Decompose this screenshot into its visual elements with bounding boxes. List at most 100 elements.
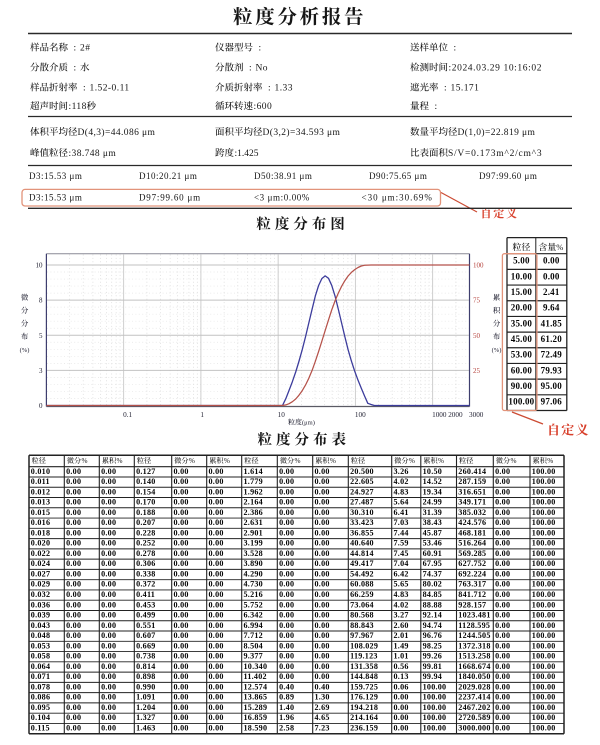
- svg-text:0.00: 0.00: [174, 631, 189, 640]
- svg-text:0.00: 0.00: [279, 590, 294, 599]
- svg-text:0.039: 0.039: [31, 611, 50, 620]
- svg-text:0.00: 0.00: [66, 652, 81, 661]
- svg-text:0.00: 0.00: [174, 713, 189, 722]
- svg-text:1.463: 1.463: [136, 724, 155, 733]
- svg-text:0.00: 0.00: [66, 600, 81, 609]
- svg-text:0.022: 0.022: [31, 549, 50, 558]
- svg-text:0.00: 0.00: [66, 631, 81, 640]
- svg-text:1023.481: 1023.481: [458, 611, 490, 620]
- svg-text:0.00: 0.00: [66, 641, 81, 650]
- svg-text:88.843: 88.843: [350, 621, 374, 630]
- svg-text:176.129: 176.129: [350, 693, 378, 702]
- svg-text:0.40: 0.40: [279, 682, 294, 691]
- svg-text:%: %: [224, 457, 230, 465]
- svg-text:0.00: 0.00: [66, 487, 81, 496]
- svg-text:2.58: 2.58: [279, 724, 294, 733]
- svg-text:6.342: 6.342: [244, 611, 263, 620]
- svg-text:0.00: 0.00: [66, 580, 81, 589]
- svg-text:14.52: 14.52: [423, 477, 442, 486]
- svg-text:<3 μm:0.00%: <3 μm:0.00%: [254, 192, 310, 202]
- svg-text:20.500: 20.500: [350, 467, 374, 476]
- svg-text:3.199: 3.199: [244, 539, 263, 548]
- svg-text:100.00: 100.00: [532, 528, 556, 537]
- svg-text:44.814: 44.814: [350, 549, 374, 558]
- svg-text:0.170: 0.170: [136, 498, 155, 507]
- svg-text:260.414: 260.414: [458, 467, 486, 476]
- svg-text:D97:99.60 μm: D97:99.60 μm: [139, 192, 201, 202]
- svg-text:0.00: 0.00: [209, 631, 224, 640]
- svg-text:0.252: 0.252: [136, 539, 155, 548]
- svg-text:2#: 2#: [80, 44, 90, 54]
- svg-text:0.00: 0.00: [209, 498, 224, 507]
- svg-text:108.029: 108.029: [350, 641, 378, 650]
- svg-text:0.00: 0.00: [174, 477, 189, 486]
- svg-text:D10:20.21 μm: D10:20.21 μm: [139, 171, 197, 181]
- svg-text:0.00: 0.00: [101, 539, 116, 548]
- svg-text:100.00: 100.00: [532, 508, 556, 517]
- svg-text:3000.000: 3000.000: [458, 724, 490, 733]
- svg-text:0.127: 0.127: [136, 467, 155, 476]
- svg-text:0.00: 0.00: [101, 528, 116, 537]
- svg-text:0.00: 0.00: [279, 477, 294, 486]
- svg-text:0.015: 0.015: [31, 508, 50, 517]
- svg-text:7.712: 7.712: [244, 631, 263, 640]
- svg-text:61.20: 61.20: [541, 334, 563, 344]
- svg-text:10: 10: [36, 262, 44, 270]
- svg-text:6.994: 6.994: [244, 621, 263, 630]
- svg-text:0.990: 0.990: [136, 682, 155, 691]
- svg-text:0.00: 0.00: [209, 652, 224, 661]
- svg-text:5.00: 5.00: [513, 256, 530, 266]
- svg-text:79.93: 79.93: [541, 365, 563, 375]
- svg-text:0.228: 0.228: [136, 528, 155, 537]
- svg-text:10: 10: [278, 411, 286, 419]
- svg-text:100.00: 100.00: [532, 477, 556, 486]
- svg-text:0.00: 0.00: [315, 467, 330, 476]
- svg-text:841.712: 841.712: [458, 590, 486, 599]
- svg-text:7.03: 7.03: [394, 518, 409, 527]
- svg-text:15.00: 15.00: [511, 287, 533, 297]
- svg-text:0.018: 0.018: [31, 528, 50, 537]
- svg-text:0.306: 0.306: [136, 559, 155, 568]
- svg-text:0.00: 0.00: [66, 570, 81, 579]
- svg-text:0.00: 0.00: [495, 467, 510, 476]
- svg-text:0.016: 0.016: [31, 518, 50, 527]
- svg-text:0.00: 0.00: [174, 467, 189, 476]
- svg-text:0.00: 0.00: [101, 570, 116, 579]
- svg-text:0.00: 0.00: [495, 498, 510, 507]
- svg-text:0.00: 0.00: [279, 641, 294, 650]
- svg-text:0.00: 0.00: [209, 662, 224, 671]
- svg-text:0.036: 0.036: [31, 600, 50, 609]
- svg-text:1513.258: 1513.258: [458, 652, 490, 661]
- svg-text:100: 100: [473, 262, 484, 270]
- svg-text:30.310: 30.310: [350, 508, 374, 517]
- svg-text:0.00: 0.00: [66, 528, 81, 537]
- svg-text:0.00: 0.00: [279, 611, 294, 620]
- svg-text:(%): (%): [492, 347, 502, 354]
- svg-text:0.00: 0.00: [209, 580, 224, 589]
- svg-text:60.00: 60.00: [511, 365, 533, 375]
- svg-text:100.00: 100.00: [532, 703, 556, 712]
- svg-text:D(4,3)=44.086 μm: D(4,3)=44.086 μm: [78, 127, 156, 138]
- svg-text:0.00: 0.00: [174, 498, 189, 507]
- svg-text:316.651: 316.651: [458, 487, 486, 496]
- svg-text:100.00: 100.00: [532, 580, 556, 589]
- svg-text:0.00: 0.00: [174, 549, 189, 558]
- svg-text:40.640: 40.640: [350, 539, 374, 548]
- svg-text:0.00: 0.00: [315, 518, 330, 527]
- svg-text:5.216: 5.216: [244, 590, 263, 599]
- svg-text:100.00: 100.00: [532, 682, 556, 691]
- svg-text:100.00: 100.00: [532, 549, 556, 558]
- svg-text:0.00: 0.00: [209, 549, 224, 558]
- svg-text:159.725: 159.725: [350, 682, 378, 691]
- svg-text:0.00: 0.00: [174, 621, 189, 630]
- svg-text:0.00: 0.00: [209, 518, 224, 527]
- svg-text:75: 75: [473, 297, 481, 305]
- svg-text:214.164: 214.164: [350, 713, 378, 722]
- svg-text:0.064: 0.064: [31, 662, 50, 671]
- svg-text:0.00: 0.00: [495, 713, 510, 722]
- svg-text:424.576: 424.576: [458, 518, 486, 527]
- svg-text:0.00: 0.00: [495, 621, 510, 630]
- svg-text:0.00: 0.00: [174, 528, 189, 537]
- svg-text:0.115: 0.115: [31, 724, 50, 733]
- svg-text:%: %: [547, 457, 553, 465]
